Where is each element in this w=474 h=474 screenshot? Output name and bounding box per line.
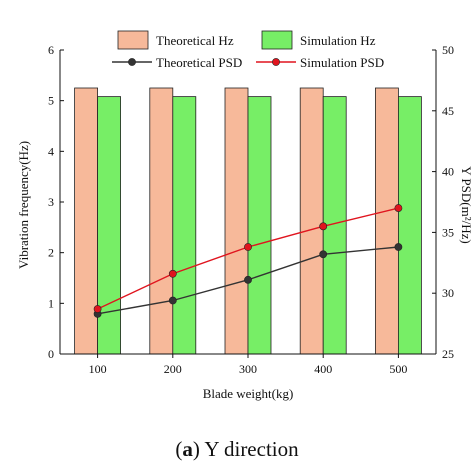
y-tick-label-1: 1 xyxy=(48,296,54,310)
y-axis-title: Vibration frequency(Hz) xyxy=(16,141,31,269)
point-simulation-psd-500 xyxy=(394,204,403,212)
legend: Theoretical Hz Simulation Hz Theoretical P… xyxy=(112,30,384,70)
x-tick-label-200: 200 xyxy=(164,362,182,376)
series-lines xyxy=(93,204,403,318)
x-tick-label-300: 300 xyxy=(239,362,257,376)
point-theoretical-psd-300 xyxy=(244,275,252,284)
y-right-tick-label-50: 50 xyxy=(442,43,454,57)
point-simulation-psd-400 xyxy=(319,222,328,231)
y-right-tick-label-30: 30 xyxy=(442,286,454,300)
legend-label-simulation-hz: Simulation Hz xyxy=(300,33,376,48)
y-right-tick-label-25: 25 xyxy=(442,347,454,361)
legend-label-simulation-psd: Simulation PSD xyxy=(300,55,384,70)
y-tick-label-4: 4 xyxy=(48,144,54,158)
legend-item-theoretical-psd: Theoretical PSD xyxy=(112,55,242,70)
y-right-tick-label-35: 35 xyxy=(442,225,454,239)
y-tick-label-0: 0 xyxy=(48,347,54,361)
legend-marker-simulation-psd xyxy=(272,58,280,66)
y-tick-label-5: 5 xyxy=(48,94,54,108)
caption-letter: a xyxy=(182,437,193,461)
legend-item-simulation-hz: Simulation Hz xyxy=(261,30,376,50)
point-theoretical-psd-500 xyxy=(394,243,403,251)
bars xyxy=(74,87,422,355)
y-right-tick-label-40: 40 xyxy=(442,165,454,179)
x-axis-title: Blade weight(kg) xyxy=(203,386,294,401)
legend-marker-theoretical-psd xyxy=(128,58,136,66)
y-tick-label-6: 6 xyxy=(48,43,54,57)
point-simulation-psd-200 xyxy=(168,269,177,278)
legend-item-theoretical-hz: Theoretical Hz xyxy=(117,30,234,50)
legend-label-theoretical-psd: Theoretical PSD xyxy=(156,55,242,70)
point-simulation-psd-100 xyxy=(93,305,102,313)
legend-swatch-simulation-hz xyxy=(261,30,293,50)
point-simulation-psd-300 xyxy=(244,243,252,251)
bar-theoretical-hz-300 xyxy=(224,87,249,355)
bar-theoretical-hz-400 xyxy=(299,87,324,355)
bar-theoretical-hz-500 xyxy=(374,87,399,355)
legend-swatch-theoretical-hz xyxy=(117,30,149,50)
y-tick-label-3: 3 xyxy=(48,195,54,209)
bar-simulation-hz-300 xyxy=(247,96,272,355)
x-tick-label-500: 500 xyxy=(389,362,407,376)
figure-caption: (a) Y direction xyxy=(175,437,299,461)
legend-item-simulation-psd: Simulation PSD xyxy=(256,55,384,70)
point-theoretical-psd-400 xyxy=(319,250,328,259)
x-tick-label-400: 400 xyxy=(314,362,332,376)
y-axis-right-title: Y PSD(m²/Hz) xyxy=(459,166,474,243)
bar-simulation-hz-200 xyxy=(172,96,197,355)
bar-simulation-hz-500 xyxy=(397,96,422,355)
legend-label-theoretical-hz: Theoretical Hz xyxy=(156,33,234,48)
caption-text: Y direction xyxy=(204,437,299,461)
bar-theoretical-hz-200 xyxy=(149,87,174,355)
x-tick-label-100: 100 xyxy=(89,362,107,376)
y-right-tick-label-45: 45 xyxy=(442,104,454,118)
y-tick-label-2: 2 xyxy=(48,246,54,260)
point-theoretical-psd-200 xyxy=(168,296,177,305)
